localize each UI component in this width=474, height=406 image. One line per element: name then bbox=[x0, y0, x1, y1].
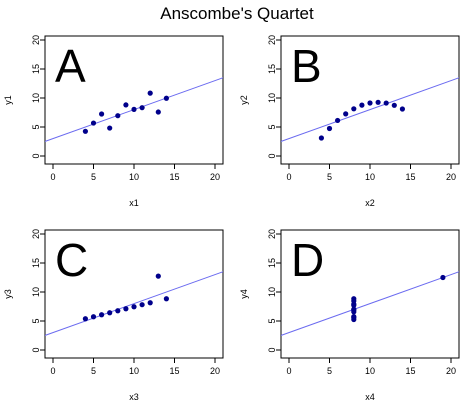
y-axis-label: y2 bbox=[239, 95, 249, 105]
data-point bbox=[99, 111, 105, 117]
y-tick-label: 20 bbox=[31, 35, 41, 45]
data-point bbox=[107, 125, 113, 131]
data-point bbox=[99, 312, 105, 318]
y-tick-label: 0 bbox=[267, 347, 277, 352]
x-axis-label: x2 bbox=[365, 198, 375, 208]
y-tick-label: 5 bbox=[267, 124, 277, 129]
panel-b: 0 5 10 15 20 0 5 10 15 20 x2 y2 B bbox=[239, 35, 460, 208]
data-point bbox=[163, 95, 169, 101]
fit-line bbox=[281, 271, 459, 336]
data-point bbox=[115, 113, 121, 119]
data-point bbox=[440, 274, 446, 281]
y-tick-label: 10 bbox=[267, 287, 277, 297]
data-point bbox=[131, 304, 137, 310]
y-tick-label: 5 bbox=[267, 318, 277, 323]
y-axis-label: y1 bbox=[3, 95, 13, 105]
data-point bbox=[351, 307, 357, 313]
data-point bbox=[139, 302, 145, 308]
chart-title: Anscombe's Quartet bbox=[160, 4, 314, 23]
data-point bbox=[326, 125, 333, 132]
x-axis-label: x1 bbox=[129, 198, 139, 208]
x-tick-label: 0 bbox=[286, 172, 291, 182]
data-point bbox=[367, 100, 373, 106]
y-tick-label: 20 bbox=[267, 35, 277, 45]
data-point bbox=[399, 106, 405, 112]
x-axis-label: x3 bbox=[129, 392, 139, 402]
y-axis-label: y3 bbox=[3, 289, 13, 299]
data-point bbox=[155, 273, 161, 279]
y-tick-label: 10 bbox=[31, 287, 41, 297]
x-tick-label: 10 bbox=[129, 366, 139, 376]
data-point bbox=[115, 308, 121, 314]
y-tick-label: 20 bbox=[31, 229, 41, 239]
y-tick-label: 10 bbox=[267, 93, 277, 103]
fit-line bbox=[45, 271, 223, 336]
data-point bbox=[155, 109, 161, 115]
x-tick-label: 10 bbox=[129, 172, 139, 182]
data-point bbox=[90, 314, 97, 320]
data-point bbox=[147, 90, 153, 96]
x-tick-label: 15 bbox=[169, 172, 179, 182]
x-tick-label: 5 bbox=[91, 366, 96, 376]
x-tick-label: 20 bbox=[210, 172, 220, 182]
panel-d: 0 5 10 15 20 0 5 10 15 20 x4 y4 D bbox=[239, 229, 460, 402]
panel-letter: D bbox=[291, 234, 324, 286]
x-tick-label: 10 bbox=[365, 172, 375, 182]
panel-c: 0 5 10 15 20 0 5 10 15 20 x3 y3 C bbox=[3, 229, 224, 402]
data-point bbox=[139, 105, 145, 111]
x-tick-label: 0 bbox=[286, 366, 291, 376]
data-point bbox=[351, 106, 357, 112]
data-point bbox=[163, 296, 169, 302]
data-point bbox=[82, 316, 88, 322]
data-point bbox=[335, 117, 341, 124]
y-tick-label: 20 bbox=[267, 229, 277, 239]
panel-letter: B bbox=[291, 40, 322, 92]
y-tick-label: 0 bbox=[267, 153, 277, 158]
y-tick-label: 15 bbox=[267, 64, 277, 74]
fit-line bbox=[281, 77, 459, 142]
panel-letter: C bbox=[55, 234, 88, 286]
data-point bbox=[359, 102, 365, 108]
data-point bbox=[123, 306, 129, 312]
x-tick-label: 20 bbox=[210, 366, 220, 376]
x-tick-label: 0 bbox=[50, 366, 55, 376]
x-tick-label: 5 bbox=[327, 366, 332, 376]
data-point bbox=[107, 310, 113, 316]
x-tick-label: 5 bbox=[327, 172, 332, 182]
x-tick-label: 15 bbox=[169, 366, 179, 376]
data-point bbox=[318, 135, 324, 141]
panel-a: 0 5 10 15 20 0 5 10 15 20 x1 y1 A bbox=[3, 35, 224, 208]
y-tick-label: 15 bbox=[267, 258, 277, 268]
y-tick-label: 0 bbox=[31, 153, 41, 158]
data-point bbox=[351, 315, 357, 321]
x-tick-label: 20 bbox=[446, 172, 456, 182]
y-tick-label: 15 bbox=[31, 64, 41, 74]
data-point bbox=[131, 106, 137, 112]
y-tick-label: 0 bbox=[31, 347, 41, 352]
x-tick-label: 15 bbox=[405, 172, 415, 182]
data-point bbox=[343, 111, 349, 117]
data-point bbox=[375, 99, 381, 105]
data-point bbox=[351, 301, 357, 307]
y-axis-label: y4 bbox=[239, 289, 249, 299]
data-point bbox=[82, 128, 88, 134]
data-point bbox=[90, 120, 97, 126]
panel-letter: A bbox=[55, 40, 86, 92]
data-point bbox=[391, 102, 397, 108]
x-tick-label: 5 bbox=[91, 172, 96, 182]
y-tick-label: 10 bbox=[31, 93, 41, 103]
x-tick-label: 15 bbox=[405, 366, 415, 376]
y-tick-label: 15 bbox=[31, 258, 41, 268]
y-tick-label: 5 bbox=[31, 318, 41, 323]
x-tick-label: 10 bbox=[365, 366, 375, 376]
data-point bbox=[147, 300, 153, 306]
data-point bbox=[383, 100, 389, 106]
data-point bbox=[123, 102, 129, 108]
x-tick-label: 0 bbox=[50, 172, 55, 182]
y-tick-label: 5 bbox=[31, 124, 41, 129]
x-axis-label: x4 bbox=[365, 392, 375, 402]
x-tick-label: 20 bbox=[446, 366, 456, 376]
